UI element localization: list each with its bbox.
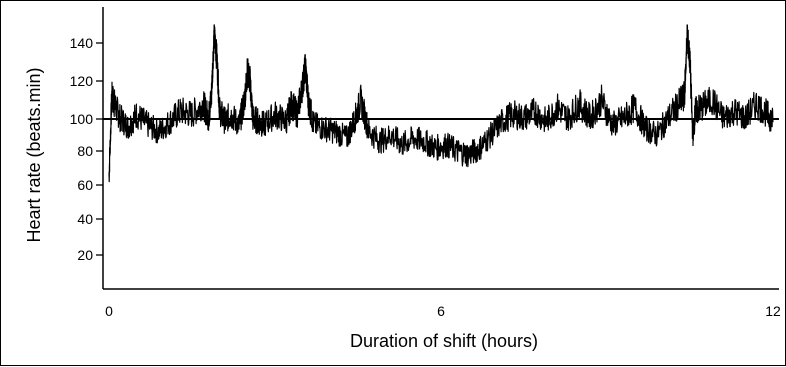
axes — [102, 7, 779, 290]
x-tick-label: 0 — [105, 303, 113, 319]
y-tick-labels: 20 40 60 80 100 120 140 — [70, 35, 103, 263]
y-tick-label: 120 — [70, 73, 94, 89]
x-tick-label: 6 — [437, 303, 445, 319]
x-axis-title: Duration of shift (hours) — [350, 331, 538, 351]
heart-rate-series-line — [108, 24, 774, 183]
series-group — [108, 24, 774, 183]
x-tick-labels: 0 6 12 — [105, 303, 781, 319]
y-tick-label: 40 — [77, 211, 93, 227]
y-tick-label: 20 — [77, 247, 93, 263]
y-tick-label: 80 — [77, 143, 93, 159]
y-tick-label: 100 — [70, 111, 94, 127]
x-tick-label: 12 — [765, 303, 781, 319]
y-axis-title: Heart rate (beats.min) — [24, 67, 44, 242]
y-tick-label: 140 — [70, 35, 94, 51]
y-tick-label: 60 — [77, 177, 93, 193]
